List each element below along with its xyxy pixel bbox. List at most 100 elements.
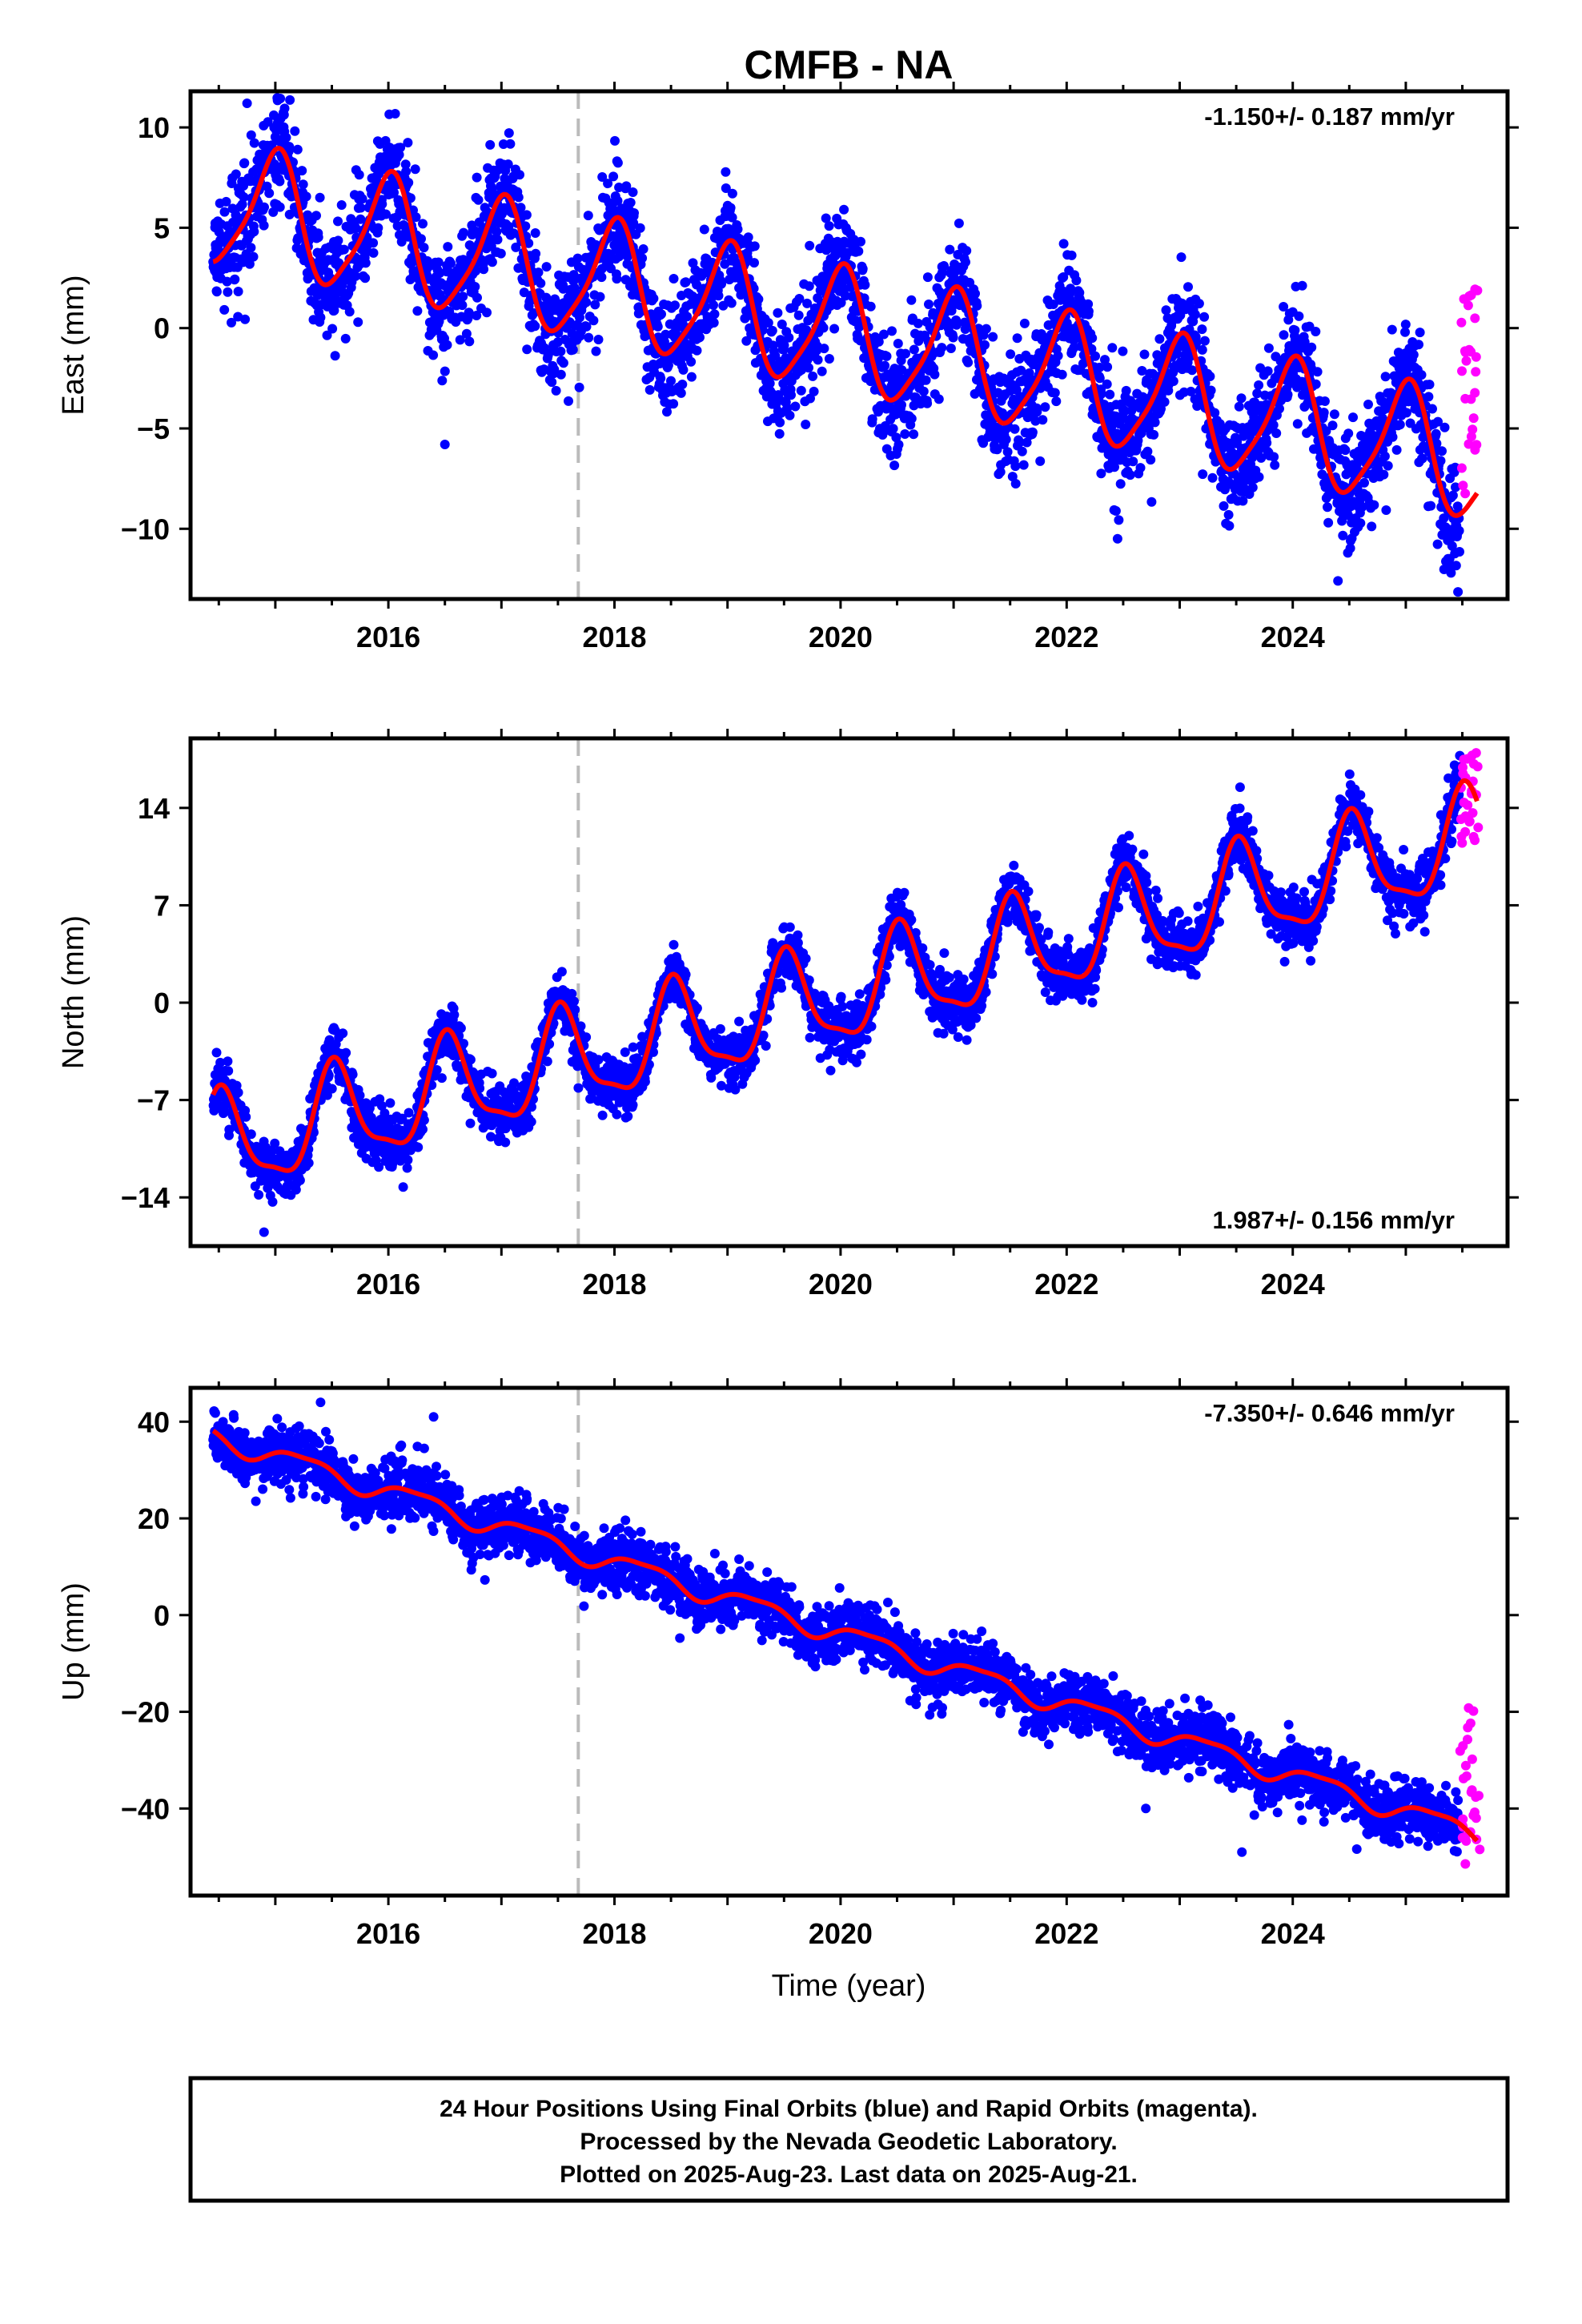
final-orbit-point [275, 94, 286, 103]
final-orbit-point [794, 294, 805, 304]
final-orbit-point [1340, 445, 1351, 456]
final-orbit-point [1256, 452, 1267, 463]
final-orbit-point [1066, 283, 1076, 294]
final-orbit-point [1348, 412, 1358, 423]
final-orbit-point [1125, 470, 1135, 480]
final-orbit-point [1290, 325, 1300, 336]
final-orbit-point [505, 139, 516, 149]
final-orbit-point [311, 211, 321, 221]
final-orbit-point [596, 272, 607, 283]
final-orbit-point [1223, 509, 1234, 520]
final-orbit-point [1110, 506, 1121, 516]
final-orbit-point [275, 176, 285, 187]
final-orbit-point [1387, 432, 1398, 442]
final-orbit-point [403, 231, 413, 242]
final-orbit-point [394, 150, 404, 160]
final-orbit-point [709, 318, 719, 328]
rapid-orbit-point [1463, 300, 1473, 311]
final-orbit-point [1238, 496, 1248, 506]
final-orbit-point [240, 314, 251, 324]
final-orbit-point [1096, 388, 1106, 399]
final-orbit-point [1016, 365, 1026, 376]
final-orbit-point [1219, 501, 1229, 511]
final-orbit-point [937, 343, 947, 353]
final-orbit-point [980, 340, 990, 350]
final-orbit-point [1018, 460, 1029, 470]
final-orbit-point [786, 390, 796, 400]
final-orbit-point [1268, 420, 1279, 430]
final-orbit-point [906, 295, 917, 305]
final-orbit-point [809, 386, 819, 396]
y-tick-label: −10 [121, 513, 170, 545]
final-orbit-point [808, 371, 818, 381]
final-orbit-point [1146, 455, 1156, 465]
final-orbit-point [295, 1175, 305, 1185]
final-orbit-point [727, 212, 737, 223]
final-orbit-point [521, 210, 532, 220]
final-orbit-point [472, 172, 482, 183]
final-orbit-point [1329, 409, 1339, 420]
final-orbit-point [472, 292, 482, 303]
final-orbit-point [713, 291, 724, 301]
final-orbit-point [686, 372, 697, 382]
final-orbit-point [593, 335, 604, 344]
final-orbit-point [526, 1116, 536, 1127]
rapid-orbit-point [1470, 313, 1480, 324]
x-tick-label: 2024 [1261, 621, 1325, 653]
final-orbit-point [446, 258, 456, 268]
final-orbit-point [1001, 434, 1011, 444]
final-orbit-point [1359, 477, 1369, 488]
final-orbit-point [233, 287, 243, 296]
final-orbit-point [1269, 452, 1279, 462]
final-orbit-point [1343, 510, 1353, 521]
final-orbit-point [364, 1103, 375, 1113]
final-orbit-point [879, 329, 889, 340]
final-orbit-point [1198, 469, 1208, 480]
plot-frame [188, 89, 1510, 601]
final-orbit-point [1083, 306, 1094, 316]
final-orbit-point [699, 224, 709, 235]
final-orbit-point [396, 143, 406, 153]
final-orbit-point [315, 192, 325, 203]
final-orbit-point [913, 318, 923, 328]
final-orbit-point [1094, 373, 1105, 384]
final-orbit-point [524, 238, 534, 248]
final-orbit-point [503, 159, 513, 170]
final-orbit-point [403, 138, 413, 148]
final-orbit-point [464, 308, 474, 318]
final-orbit-point [1199, 336, 1210, 346]
final-orbit-point [1454, 525, 1464, 536]
final-orbit-point [1439, 422, 1450, 432]
final-orbit-point [1096, 468, 1106, 479]
final-orbit-point [782, 403, 793, 413]
final-orbit-point [717, 279, 726, 289]
y-tick-label: 0 [154, 312, 170, 345]
final-orbit-point [500, 1137, 511, 1148]
final-orbit-point [433, 257, 444, 267]
final-orbit-point [556, 369, 566, 380]
final-orbit-point [588, 316, 599, 326]
final-orbit-point [921, 375, 931, 385]
final-orbit-point [1135, 463, 1146, 473]
x-tick-label: 2020 [809, 621, 873, 653]
final-orbit-point [1002, 447, 1013, 457]
final-orbit-point [1363, 400, 1373, 409]
final-orbit-point [961, 257, 970, 267]
final-orbit-point [1395, 420, 1405, 430]
final-orbit-point [906, 413, 917, 424]
final-orbit-point [796, 385, 806, 396]
final-orbit-point [516, 203, 526, 213]
final-orbit-point [340, 333, 351, 344]
final-orbit-point [1071, 275, 1082, 286]
final-orbit-point [1114, 515, 1124, 525]
final-orbit-point [1333, 576, 1343, 586]
final-orbit-point [449, 1010, 460, 1020]
final-orbit-point [970, 288, 980, 299]
final-orbit-point [1194, 299, 1204, 309]
final-orbit-point [530, 321, 540, 332]
final-orbit-point [637, 253, 648, 263]
final-orbit-point [541, 262, 552, 272]
data-layer [208, 738, 1484, 1246]
final-orbit-point [568, 344, 578, 355]
final-orbit-point [1069, 343, 1079, 353]
